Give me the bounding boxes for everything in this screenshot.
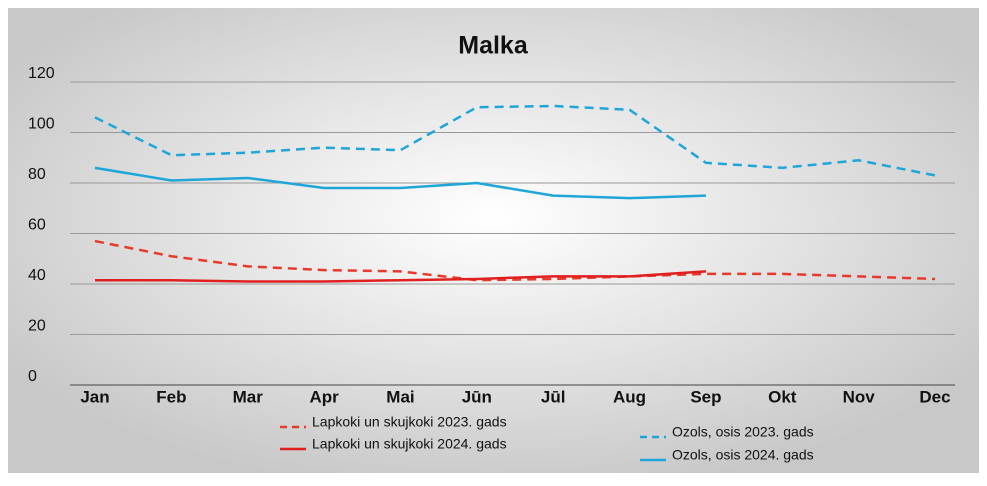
x-tick-label: Jūn [462,387,492,406]
x-tick-label: Dec [919,387,950,406]
series-line [94,104,936,177]
legend-label: Ozols, osis 2023. gads [672,424,814,440]
y-tick-label: 100 [28,116,55,133]
x-tick-label: Aug [613,387,646,406]
y-tick-label: 40 [28,267,46,284]
series-line [95,270,706,283]
y-tick-label: 20 [28,318,46,335]
legend-label: Lapkoki un skujkoki 2024. gads [312,436,507,452]
legend-label: Lapkoki un skujkoki 2023. gads [312,414,507,430]
x-tick-label: Okt [768,387,797,406]
x-tick-label: Mai [386,387,414,406]
y-tick-label: 80 [28,166,46,183]
y-tick-label: 0 [28,368,37,385]
y-tick-label: 120 [28,65,55,82]
y-tick-label: 60 [28,217,46,234]
legend-label: Ozols, osis 2024. gads [672,447,814,463]
x-tick-label: Nov [843,387,876,406]
plot-background [8,8,979,473]
chart-title: Malka [458,32,529,60]
x-tick-label: Apr [309,387,339,406]
x-tick-label: Mar [233,387,264,406]
x-tick-label: Feb [156,387,186,406]
x-tick-label: Sep [690,387,721,406]
x-tick-label: Jūl [541,387,566,406]
x-tick-label: Jan [80,387,109,406]
series-line [94,239,936,282]
series-line [94,166,706,200]
